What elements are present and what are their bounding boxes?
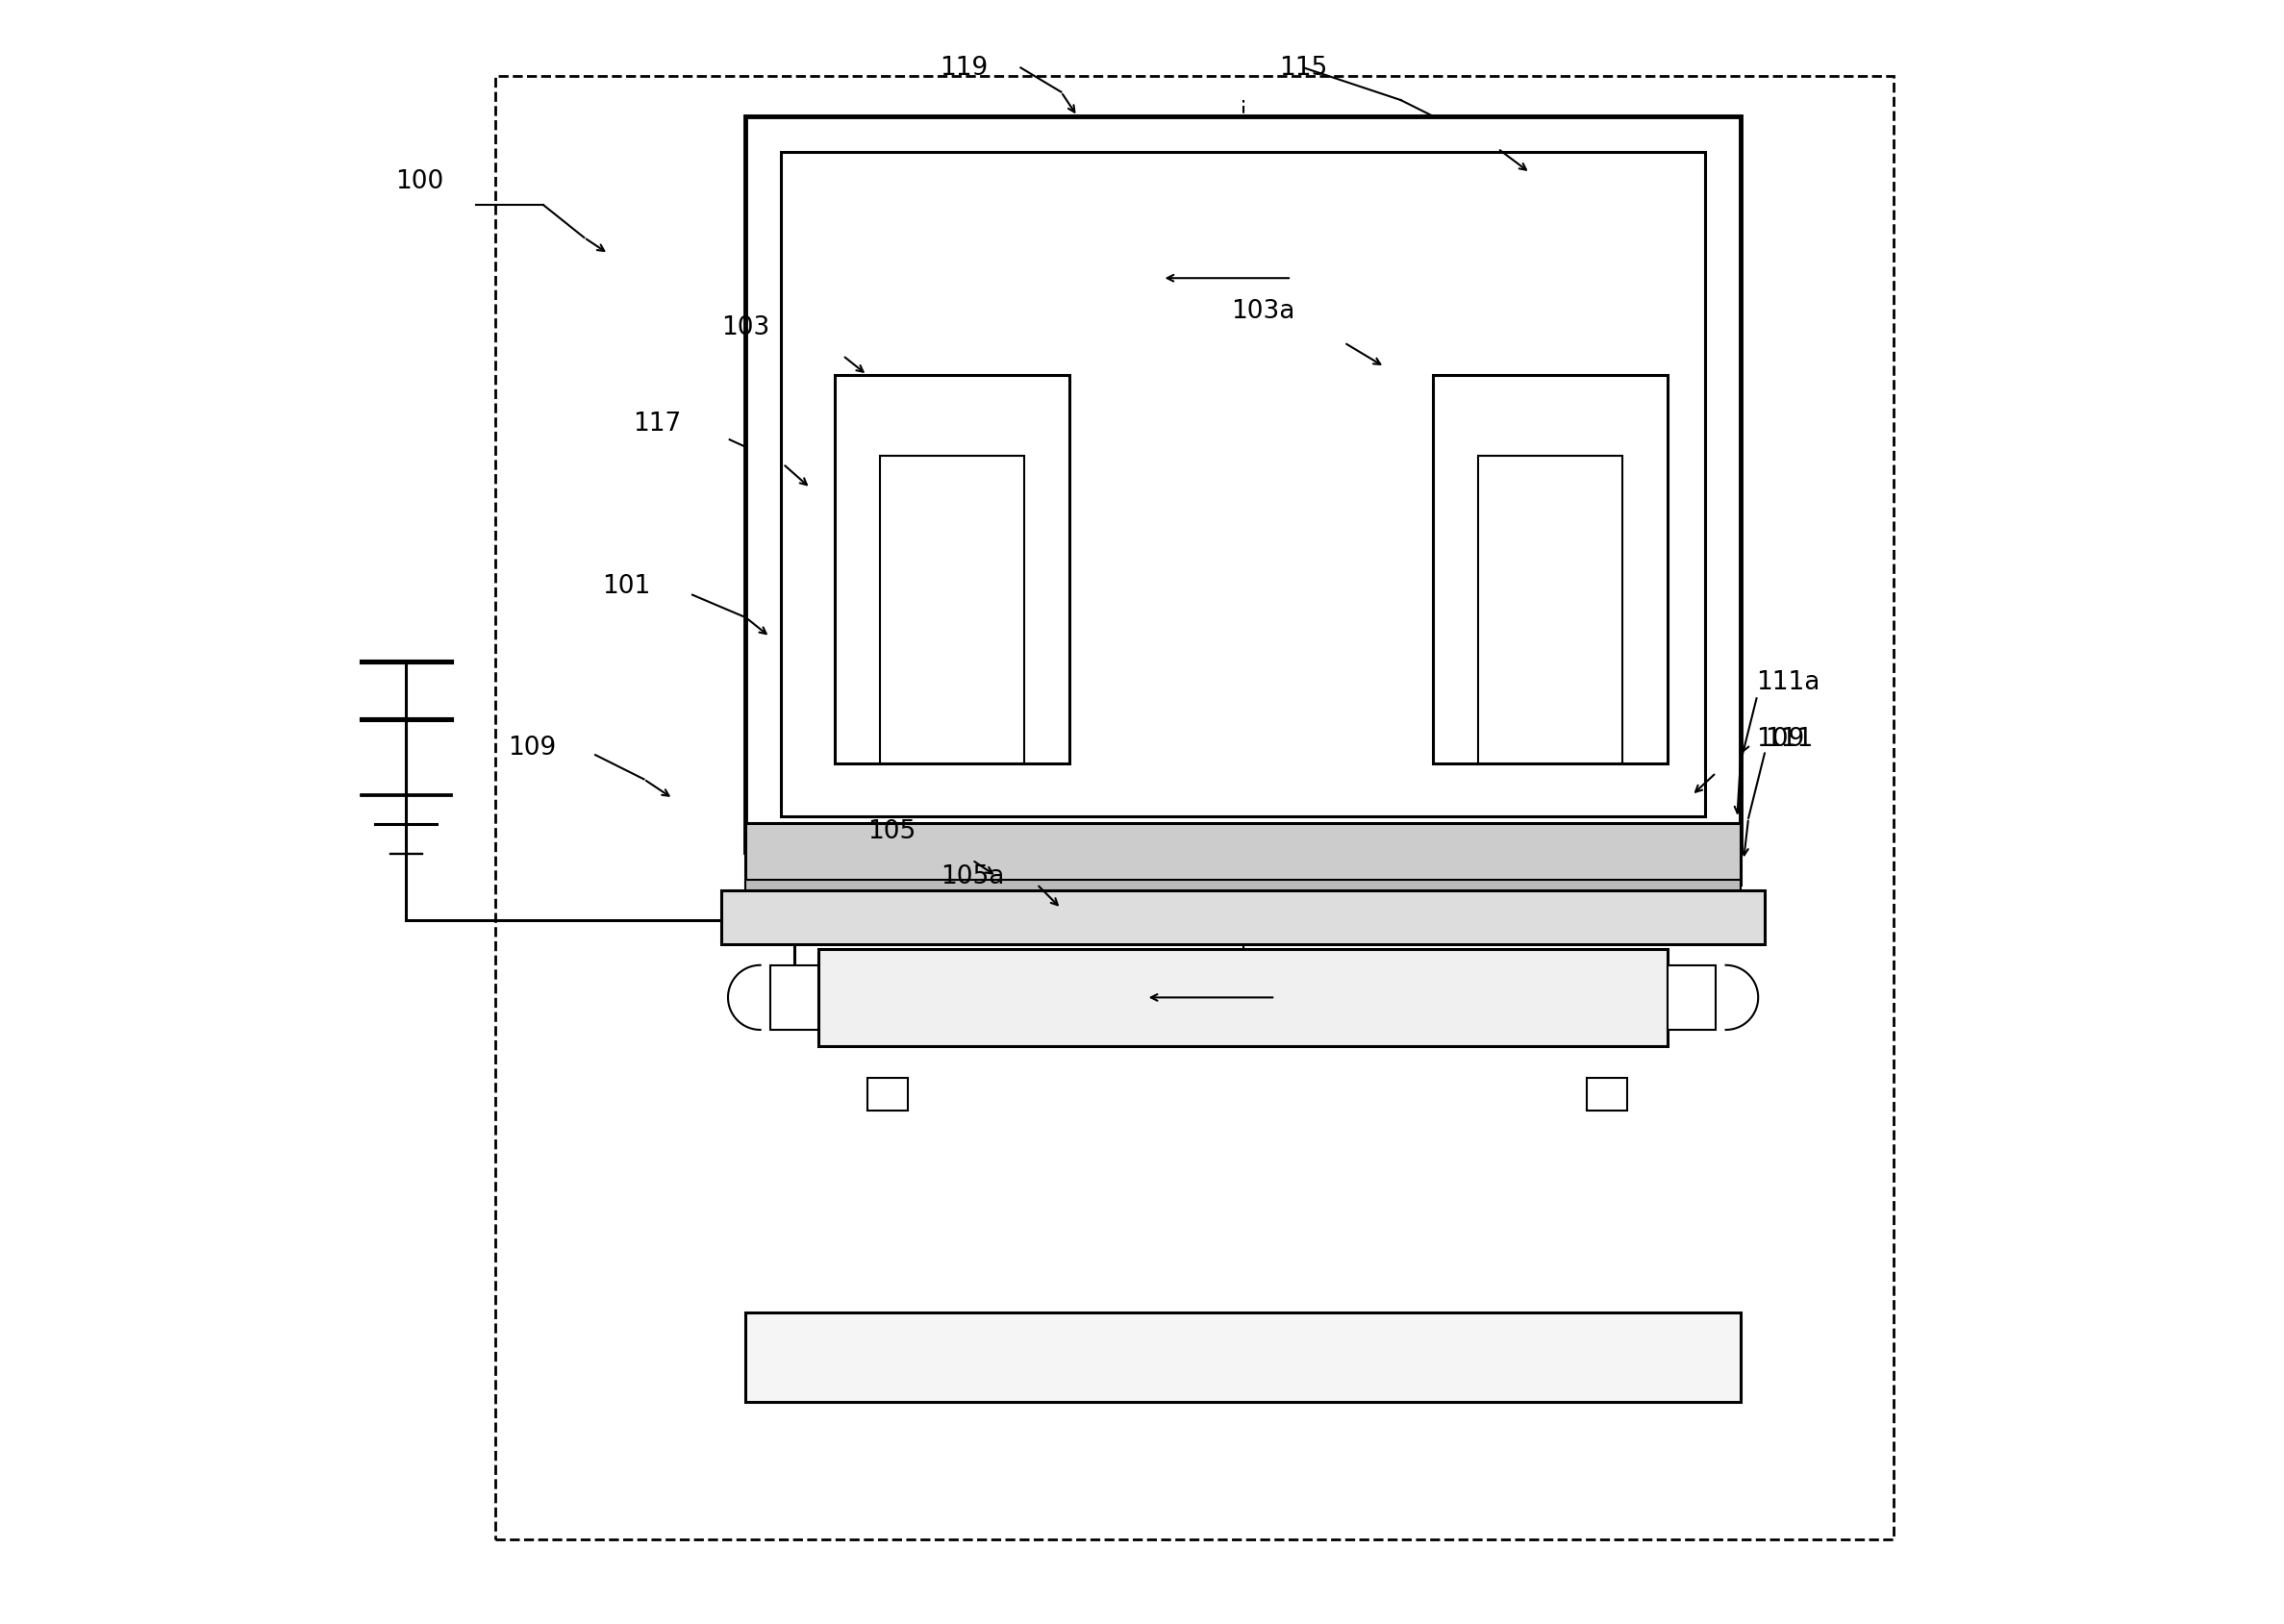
Text: 119: 119 xyxy=(941,57,989,81)
Bar xyxy=(770,966,818,1030)
Bar xyxy=(1432,375,1667,763)
Bar xyxy=(834,375,1069,763)
Bar xyxy=(496,76,1893,1540)
Text: 111: 111 xyxy=(1766,728,1813,752)
Text: 109: 109 xyxy=(1756,728,1804,752)
Text: 105: 105 xyxy=(868,818,916,844)
Text: 100: 100 xyxy=(395,169,443,195)
Bar xyxy=(747,880,1740,896)
Bar xyxy=(818,950,1667,1046)
Text: 117: 117 xyxy=(633,411,681,437)
Bar xyxy=(1587,1078,1626,1111)
Bar xyxy=(1478,456,1622,763)
Bar xyxy=(879,456,1023,763)
Text: 103: 103 xyxy=(722,315,770,339)
Bar xyxy=(722,892,1766,945)
Bar xyxy=(868,1078,907,1111)
Text: 103a: 103a xyxy=(1231,299,1295,323)
Bar xyxy=(747,823,1740,885)
Bar xyxy=(747,117,1740,853)
Text: 111a: 111a xyxy=(1756,671,1820,695)
Bar xyxy=(747,1312,1740,1402)
Text: 101: 101 xyxy=(603,573,651,598)
Text: 109: 109 xyxy=(509,736,557,760)
Bar xyxy=(1667,966,1715,1030)
Bar xyxy=(781,153,1704,817)
Text: 105a: 105a xyxy=(941,864,1005,888)
Text: 115: 115 xyxy=(1279,57,1327,81)
